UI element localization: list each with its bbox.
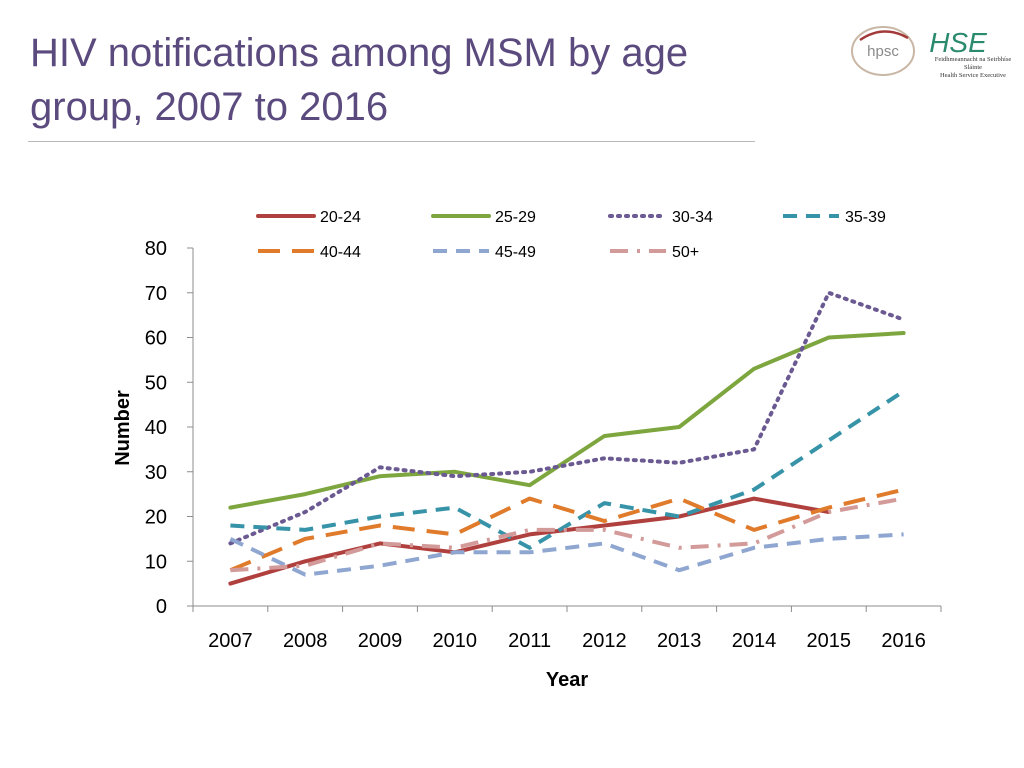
chart-series bbox=[228, 290, 906, 586]
x-tick-label: 2014 bbox=[732, 630, 777, 652]
hpsc-logo-ring bbox=[851, 26, 915, 76]
y-tick-label: 30 bbox=[145, 462, 167, 484]
x-tick-label: 2010 bbox=[433, 630, 478, 652]
x-tick-label: 2016 bbox=[881, 630, 926, 652]
x-tick-label: 2008 bbox=[283, 630, 328, 652]
legend-label-20-24: 20-24 bbox=[320, 209, 361, 226]
hse-logo-mark: HSE bbox=[929, 27, 987, 58]
legend-label-25-29: 25-29 bbox=[495, 209, 536, 226]
series-line-35-39 bbox=[230, 389, 905, 550]
y-tick-label: 60 bbox=[145, 328, 167, 350]
legend-label-45-49: 45-49 bbox=[495, 244, 536, 261]
title-divider bbox=[28, 141, 755, 142]
y-tick-label: 70 bbox=[145, 283, 167, 305]
y-tick-label: 40 bbox=[145, 417, 167, 439]
hse-logo: HSE bbox=[929, 27, 987, 58]
y-tick-label: 10 bbox=[145, 551, 167, 573]
x-tick-label: 2009 bbox=[358, 630, 403, 652]
legend-label-50plus: 50+ bbox=[672, 244, 699, 261]
series-line-40-44 bbox=[229, 487, 905, 573]
hse-logo-line-1: Feidhmeannacht na Seirbhíse Sláinte bbox=[934, 56, 1012, 71]
legend-label-30-34: 30-34 bbox=[672, 209, 713, 226]
legend-label-40-44: 40-44 bbox=[320, 244, 361, 261]
x-tick-label: 2007 bbox=[208, 630, 253, 652]
hpsc-logo: hpsc bbox=[851, 26, 915, 76]
hse-logo-caption: Feidhmeannacht na Seirbhíse Sláinte Heal… bbox=[930, 56, 1016, 80]
series-line-45-49 bbox=[229, 532, 904, 577]
hpsc-logo-arc bbox=[859, 30, 909, 42]
x-tick-label: 2012 bbox=[582, 630, 627, 652]
x-tick-label: 2011 bbox=[508, 630, 551, 652]
y-tick-label: 50 bbox=[145, 372, 167, 394]
hpsc-logo-text: hpsc bbox=[867, 43, 899, 60]
hse-logo-line-2: Health Service Executive bbox=[939, 72, 1007, 79]
series-line-30-34 bbox=[228, 290, 906, 546]
x-tick-label: 2015 bbox=[807, 630, 852, 652]
y-tick-label: 0 bbox=[156, 596, 167, 618]
chart-axes: 0 10 20 30 40 50 60 70 80 2007 2008 2009 2010 2011 201… bbox=[145, 238, 942, 652]
series-line-25-29 bbox=[228, 331, 906, 510]
y-tick-label: 20 bbox=[145, 507, 167, 529]
y-axis-label: Number bbox=[112, 390, 134, 466]
series-line-20-24 bbox=[228, 496, 831, 586]
x-tick-label: 2013 bbox=[657, 630, 702, 652]
page-title: HIV notifications among MSM by age group… bbox=[30, 31, 689, 129]
legend-label-35-39: 35-39 bbox=[845, 209, 886, 226]
y-tick-label: 80 bbox=[145, 238, 167, 260]
chart-legend: 20-24 25-29 30-34 35-39 40-44 45-49 50+ bbox=[256, 209, 886, 261]
x-axis-label: Year bbox=[546, 669, 588, 691]
